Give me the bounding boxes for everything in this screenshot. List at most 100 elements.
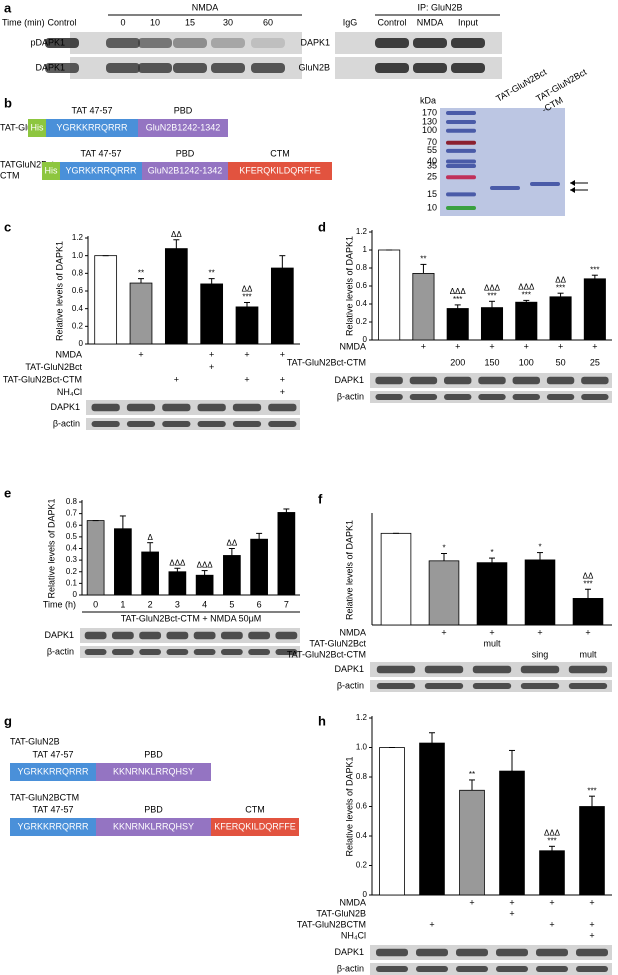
- band: [111, 631, 134, 640]
- band: [512, 376, 540, 385]
- domain-text: YGRKKRRQRRR: [17, 766, 89, 776]
- axis-label: Time (min): [2, 17, 45, 27]
- panel-letter: f: [318, 491, 323, 506]
- band: [520, 665, 560, 674]
- lane-label: Control: [377, 17, 406, 27]
- condition-cell: +: [558, 341, 563, 351]
- blot-label: β-actin: [337, 680, 364, 690]
- condition-cell: +: [280, 387, 285, 397]
- condition-cell: +: [138, 349, 143, 359]
- x-tick-label: 1: [120, 599, 125, 609]
- band: [193, 649, 216, 655]
- lane-label: Input: [458, 17, 479, 27]
- blot-label: DAPK1: [44, 630, 74, 640]
- domain: [96, 763, 211, 781]
- domain: [142, 162, 228, 180]
- significance: ΔΔ: [227, 539, 238, 548]
- x-note: TAT-GluN2Bct-CTM + NMDA 50μM: [121, 613, 262, 623]
- band: [84, 649, 107, 655]
- bar: [195, 574, 214, 596]
- band: [536, 966, 568, 972]
- significance: ***: [487, 291, 496, 300]
- domain-text: His: [45, 165, 58, 175]
- band: [456, 948, 488, 957]
- x-tick-label: 6: [257, 599, 262, 609]
- condition-cell: mult: [483, 638, 501, 648]
- panel-letter: d: [318, 219, 326, 234]
- band: [375, 376, 403, 385]
- bar: [270, 267, 294, 345]
- panel-letter: b: [4, 95, 12, 110]
- condition-label: NMDA: [340, 627, 367, 637]
- condition-cell: +: [585, 627, 590, 637]
- marker-label: 170: [422, 107, 437, 117]
- domain: [28, 119, 46, 137]
- y-tick-label: 0.6: [72, 286, 84, 295]
- ladder-band: [446, 175, 476, 180]
- blot-label: β-actin: [47, 646, 74, 656]
- row-label: DAPK1: [35, 62, 65, 72]
- domain: [96, 818, 211, 836]
- condition-cell: +: [469, 897, 474, 907]
- row-label: pDAPK1: [30, 37, 65, 47]
- treatment-label: NMDA: [192, 2, 219, 12]
- condition-cell: +: [509, 908, 514, 918]
- band: [193, 631, 216, 640]
- condition-label: TAT-GluN2Bct: [25, 362, 82, 372]
- ip-label: IP: GluN2B: [417, 2, 462, 12]
- y-axis-label: Relative levels of DAPK1: [344, 756, 354, 856]
- y-axis-label: Relative levels of DAPK1: [344, 236, 354, 336]
- condition-cell: +: [421, 341, 426, 351]
- significance: ***: [242, 293, 251, 302]
- band: [138, 38, 172, 48]
- blot-label: DAPK1: [334, 947, 364, 957]
- y-tick-label: 1.2: [356, 713, 368, 722]
- domain-text: His: [31, 122, 44, 132]
- marker-label: 25: [427, 172, 437, 182]
- band: [251, 63, 285, 73]
- condition-cell: +: [280, 374, 285, 384]
- band: [275, 649, 298, 655]
- y-axis-label: Relative levels of DAPK1: [54, 241, 64, 341]
- bar: [250, 538, 268, 596]
- significance: ΔΔΔ: [169, 558, 186, 567]
- band: [106, 38, 140, 48]
- band: [126, 421, 156, 427]
- band: [111, 649, 134, 655]
- condition-cell: +: [209, 362, 214, 372]
- y-tick-label: 0.4: [72, 304, 84, 313]
- band: [45, 63, 79, 73]
- significance: ***: [547, 836, 556, 845]
- arrow-head: [570, 187, 575, 193]
- condition-label: NMDA: [56, 349, 83, 359]
- domain-label: TAT 47-57: [32, 804, 73, 814]
- significance: *: [442, 544, 445, 553]
- condition-cell: +: [244, 349, 249, 359]
- condition-cell: +: [174, 374, 179, 384]
- bar: [164, 248, 188, 345]
- bar: [539, 850, 565, 896]
- band: [413, 38, 447, 48]
- significance: **: [138, 269, 144, 278]
- domain-label: PBD: [174, 105, 193, 115]
- condition-cell: +: [589, 919, 594, 929]
- domain-label: PBD: [144, 804, 163, 814]
- band: [251, 38, 285, 48]
- marker-label: 35: [427, 160, 437, 170]
- marker-label: 40: [427, 156, 437, 166]
- domain-label: TAT 47-57: [80, 148, 121, 158]
- significance: ΔΔΔ: [197, 561, 214, 570]
- condition-cell: +: [549, 897, 554, 907]
- domain: [60, 162, 142, 180]
- condition-cell: +: [524, 341, 529, 351]
- band: [162, 421, 191, 427]
- panel-letter: c: [4, 219, 11, 234]
- lane-label: 15: [185, 17, 195, 27]
- band: [91, 403, 120, 412]
- y-tick-label: 0.3: [66, 555, 78, 564]
- band: [413, 63, 447, 73]
- domain: [10, 763, 96, 781]
- y-tick-label: 0.2: [66, 567, 78, 576]
- domain-text: GluN2B1242-1342: [148, 165, 223, 175]
- band: [416, 948, 448, 957]
